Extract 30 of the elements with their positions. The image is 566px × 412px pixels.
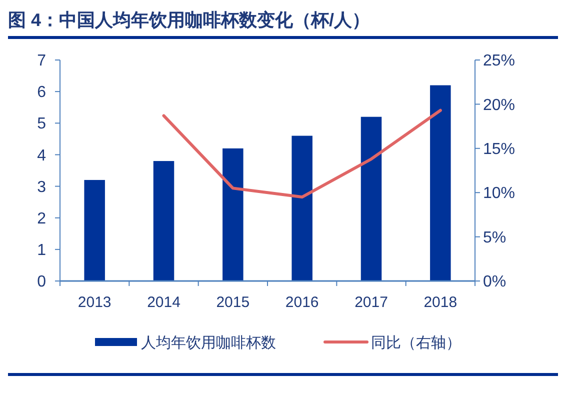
y-tick-label: 0 xyxy=(37,274,46,291)
y-tick-label: 6 xyxy=(37,84,46,102)
y2-tick-label: 15% xyxy=(483,141,516,158)
y-tick-label: 5 xyxy=(37,116,46,133)
x-tick-label: 2014 xyxy=(147,294,180,311)
x-tick-label: 2015 xyxy=(216,294,250,311)
y-tick-label: 4 xyxy=(37,147,46,164)
bar xyxy=(430,85,451,281)
x-tick-label: 2017 xyxy=(354,294,388,311)
legend-label: 人均年饮用咖啡杯数 xyxy=(141,334,276,352)
x-tick-label: 2016 xyxy=(285,294,319,311)
y2-tick-label: 25% xyxy=(483,52,516,70)
y2-tick-label: 10% xyxy=(483,185,516,202)
y-tick-label: 2 xyxy=(37,210,46,228)
bar xyxy=(292,136,312,281)
line-series xyxy=(162,108,442,199)
bar xyxy=(222,148,244,281)
y-tick-label: 1 xyxy=(37,242,46,260)
y-tick-label: 3 xyxy=(37,178,46,196)
bar xyxy=(84,180,105,281)
y2-tick-label: 0% xyxy=(483,274,506,291)
legend-label: 同比（右轴） xyxy=(371,334,461,352)
x-tick-label: 2013 xyxy=(78,294,112,311)
y2-tick-label: 20% xyxy=(483,96,516,114)
x-tick-label: 2018 xyxy=(424,294,458,311)
y2-tick-label: 5% xyxy=(483,229,506,246)
chart-title: 图 4：中国人均年饮用咖啡杯数变化（杯/人） xyxy=(8,10,370,30)
bar xyxy=(360,116,382,281)
y-tick-label: 7 xyxy=(37,52,46,70)
bar xyxy=(153,161,174,281)
